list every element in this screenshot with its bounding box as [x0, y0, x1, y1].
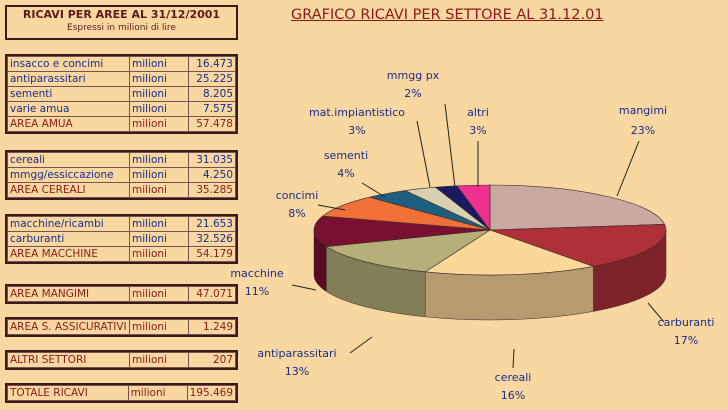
row-value: 1.249 [188, 319, 236, 335]
table-group: AREA MANGIMI milioni 47.071 [5, 284, 238, 304]
leader-line [361, 182, 386, 198]
slice-label: macchine [230, 267, 284, 280]
slice-percent: 3% [348, 124, 365, 137]
row-value: 7.575 [188, 101, 236, 117]
table-group: cereali milioni 31.035 mmgg/essiccazione mil… [5, 150, 238, 200]
row-name: AREA CEREALI [7, 182, 130, 198]
pie-slice [321, 196, 491, 231]
table-total-row: AREA CEREALI milioni 35.285 [7, 182, 236, 198]
leader-line [512, 348, 515, 369]
table-header: RICAVI PER AREE AL 31/12/2001 Espressi i… [5, 5, 238, 40]
slice-percent: 23% [631, 124, 655, 137]
slice-label: cereali [495, 371, 532, 384]
table-row: macchine/ricambi milioni 21.653 [7, 216, 236, 232]
table-row: carburanti milioni 32.526 [7, 231, 236, 247]
row-name: AREA AMUA [7, 116, 130, 132]
leader-line [317, 204, 346, 211]
pie-slice [325, 229, 491, 273]
row-value: 195.469 [186, 385, 237, 401]
row-unit: milioni [129, 182, 189, 198]
slice-percent: 11% [245, 285, 269, 298]
slice-label: mangimi [619, 104, 667, 117]
table-total-row: TOTALE RICAVI milioni 195.469 [7, 385, 237, 401]
table-subtitle: Espressi in milioni di lire [67, 23, 176, 33]
slice-label: altri [467, 106, 489, 119]
table-row: sementi milioni 8.205 [7, 86, 236, 102]
table-group: TOTALE RICAVI milioni 195.469 [5, 383, 238, 403]
pie-slice [489, 224, 667, 267]
pie-slice [489, 184, 666, 231]
slice-label: concimi [276, 189, 319, 202]
slice-label: sementi [324, 149, 368, 162]
row-value: 57.478 [188, 116, 236, 132]
row-value: 31.035 [188, 152, 236, 168]
row-name: antiparassitari [7, 71, 130, 87]
row-value: 47.071 [188, 286, 236, 302]
row-unit: milioni [129, 231, 189, 247]
row-unit: milioni [129, 286, 189, 302]
row-unit: milioni [129, 116, 189, 132]
table-row: varie amua milioni 7.575 [7, 101, 236, 117]
row-name: ALTRI SETTORI [7, 352, 130, 368]
row-name: AREA MACCHINE [7, 246, 130, 262]
leader-line [291, 284, 317, 291]
row-value: 21.653 [188, 216, 236, 232]
table-total-row: AREA MANGIMI milioni 47.071 [7, 286, 236, 302]
slice-percent: 13% [285, 365, 309, 378]
table-group: AREA S. ASSICURATIVI milioni 1.249 [5, 317, 238, 337]
table-total-row: AREA AMUA milioni 57.478 [7, 116, 236, 132]
pie-slice [313, 215, 491, 247]
table-total-row: AREA S. ASSICURATIVI milioni 1.249 [7, 319, 236, 335]
row-value: 16.473 [188, 56, 236, 72]
table-title: RICAVI PER AREE AL 31/12/2001 [22, 8, 221, 21]
slice-percent: 3% [469, 124, 486, 137]
leader-line [444, 103, 456, 188]
row-name: AREA S. ASSICURATIVI [7, 319, 130, 335]
row-value: 32.526 [188, 231, 236, 247]
table-row: cereali milioni 31.035 [7, 152, 236, 168]
slice-label: carburanti [658, 316, 715, 329]
row-unit: milioni [129, 101, 189, 117]
slice-percent: 8% [288, 207, 305, 220]
table-total-row: AREA MACCHINE milioni 54.179 [7, 246, 236, 262]
slice-label: antiparassitari [257, 347, 336, 360]
slice-label: mmgg px [387, 69, 440, 82]
row-value: 54.179 [188, 246, 236, 262]
leader-line [349, 336, 373, 354]
row-value: 4.250 [188, 167, 236, 183]
slice-percent: 2% [404, 87, 421, 100]
leader-line [616, 140, 640, 197]
table-group: insacco e concimi milioni 16.473 antiparass… [5, 54, 238, 134]
slice-percent: 16% [501, 389, 525, 402]
slice-percent: 17% [674, 334, 698, 347]
table-total-row: ALTRI SETTORI milioni 207 [7, 352, 236, 368]
row-name: AREA MANGIMI [7, 286, 130, 302]
row-unit: milioni [129, 86, 189, 102]
slice-label: mat.impiantistico [309, 106, 405, 119]
row-name: mmgg/essiccazione [7, 167, 130, 183]
row-value: 207 [188, 352, 236, 368]
pie-slice [456, 184, 491, 231]
row-name: TOTALE RICAVI [7, 385, 129, 401]
row-name: macchine/ricambi [7, 216, 130, 232]
row-value: 35.285 [188, 182, 236, 198]
table-group: macchine/ricambi milioni 21.653 carburanti m… [5, 214, 238, 264]
leader-line [416, 120, 431, 188]
table-row: insacco e concimi milioni 16.473 [7, 56, 236, 72]
leader-line [647, 302, 665, 323]
pie-slice [424, 229, 595, 276]
chart-title: GRAFICO RICAVI PER SETTORE AL 31.12.01 [291, 7, 604, 23]
row-value: 8.205 [188, 86, 236, 102]
table-group: ALTRI SETTORI milioni 207 [5, 350, 238, 370]
slice-percent: 4% [337, 167, 354, 180]
row-unit: milioni [129, 319, 189, 335]
